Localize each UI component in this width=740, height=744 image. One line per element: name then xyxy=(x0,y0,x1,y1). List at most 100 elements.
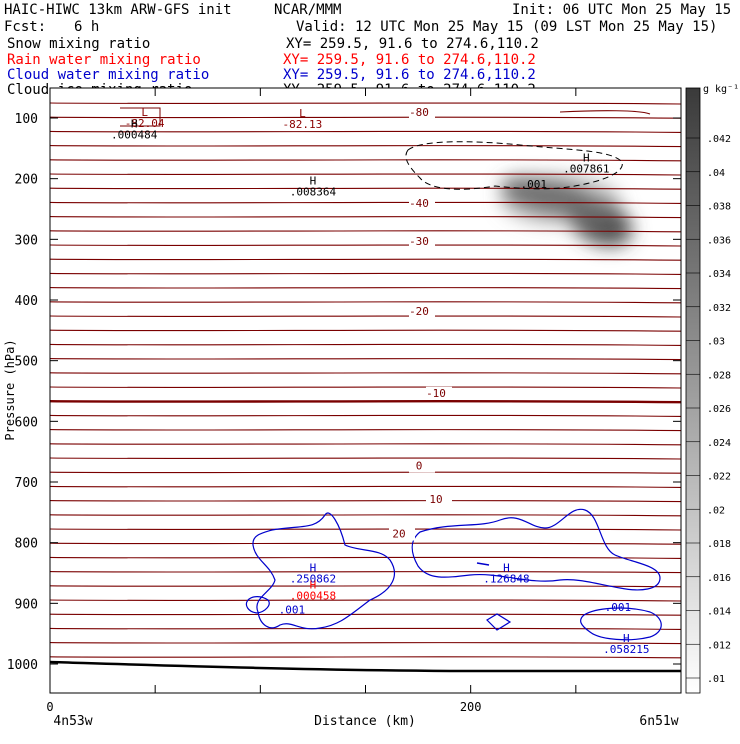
field-xy-snow: XY= 259.5, 91.6 to 274.6,110.2 xyxy=(286,36,539,52)
colorbar-tick-label: .042 xyxy=(707,134,731,145)
extremum-marker: L xyxy=(141,106,148,119)
temperature-contour-line xyxy=(49,656,682,659)
colorbar-tick-label: .016 xyxy=(707,573,731,584)
temperature-contour-line xyxy=(49,627,682,630)
temperature-contour-line xyxy=(49,145,682,148)
temperature-contour-line xyxy=(49,500,682,503)
colorbar-tick-label: .014 xyxy=(707,607,731,618)
y-tick-label: 600 xyxy=(15,415,38,430)
temperature-contour-line xyxy=(49,414,682,417)
temperature-contour-line xyxy=(49,528,682,531)
temperature-label-bg xyxy=(409,105,435,119)
extremum-value: .007861 xyxy=(563,162,609,175)
temperature-label-bg xyxy=(426,386,452,400)
colorbar-ramp xyxy=(685,87,701,694)
temperature-label-bg xyxy=(389,527,415,541)
x-left-endpoint-label: 4n53w xyxy=(53,714,92,729)
extremum-marker: H xyxy=(583,151,590,164)
temperature-contour-line xyxy=(49,102,682,105)
temperature-contour-line xyxy=(49,386,682,389)
field-name-snow: Snow mixing ratio xyxy=(7,36,150,52)
temperature-contour-line xyxy=(49,358,682,361)
cloud-water-contour-3 xyxy=(411,508,661,591)
temperature-contour-line xyxy=(49,443,682,446)
colorbar-unit: g kg⁻¹ xyxy=(703,84,739,95)
y-tick-label: 1000 xyxy=(7,658,38,673)
temperature-contour-line xyxy=(49,514,682,517)
temperature-contour-line xyxy=(49,542,682,545)
temperature-label-bg xyxy=(409,196,435,210)
extremum-value: .126848 xyxy=(483,572,529,585)
field-name-rain: Rain water mixing ratio xyxy=(7,52,201,68)
temperature-label: 0 xyxy=(416,460,423,473)
temperature-contour-line xyxy=(49,244,682,247)
extremum-value: -82.13 xyxy=(283,118,323,131)
colorbar-tick-label: .036 xyxy=(707,235,731,246)
colorbar-tick-label: .03 xyxy=(707,337,725,348)
colorbar-tick-label: .022 xyxy=(707,472,731,483)
temperature-contour-line xyxy=(49,429,682,432)
extremum-marker: H xyxy=(310,561,317,574)
temperature-label: -40 xyxy=(409,197,429,210)
org-label: NCAR/MMM xyxy=(274,2,341,18)
colorbar-tick-label: .01 xyxy=(707,674,725,685)
field-xy-cloud-water: XY= 259.5, 91.6 to 274.6,110.2 xyxy=(283,67,536,83)
temperature-label: -80 xyxy=(409,106,429,119)
temperature-contour-line xyxy=(49,599,682,602)
colorbar-tick-label: .032 xyxy=(707,303,731,314)
colorbar-tick-label: .034 xyxy=(707,269,731,280)
temperature-contour-line xyxy=(49,556,682,559)
temperature-contour-line xyxy=(49,258,682,261)
extremum-marker: H xyxy=(131,117,138,130)
temperature-contour-line xyxy=(49,471,682,474)
model-title: HAIC-HIWC 13km ARW-GFS init xyxy=(4,2,232,18)
extremum-value: .008364 xyxy=(290,185,337,198)
temperature-contour-line xyxy=(49,130,682,133)
colorbar-tick-label: .012 xyxy=(707,640,731,651)
extremum-marker: H xyxy=(310,174,317,187)
temperature-contour-line xyxy=(49,571,682,574)
y-tick-label: 200 xyxy=(15,173,38,188)
annotations: -80-40-30-20-1001020L-82.04L-82.13H.0004… xyxy=(111,106,650,656)
temperature-label: 20 xyxy=(392,528,405,541)
x-axis-label: Distance (km) xyxy=(314,714,416,729)
cloud-water-contour-1 xyxy=(252,512,395,630)
temperature-label: 10 xyxy=(429,493,442,506)
temperature-contour-line xyxy=(49,301,682,304)
extremum-marker: L xyxy=(299,107,306,120)
temperature-contour-line xyxy=(49,315,682,318)
x-tick-label: 200 xyxy=(460,700,482,714)
temperature-contour-line xyxy=(49,642,682,645)
temperature-label-bg xyxy=(409,304,435,318)
temperature-contour-line xyxy=(49,272,682,275)
temperature-contour-line xyxy=(49,613,682,616)
extremum-value: -82.04 xyxy=(125,117,165,130)
temperature-contour-line xyxy=(49,159,682,162)
field-xy-rain: XY= 259.5, 91.6 to 274.6,110.2 xyxy=(283,52,536,68)
cloud-ice-shading xyxy=(500,175,633,247)
y-tick-label: 900 xyxy=(15,597,38,612)
colorbar-tick-label: .024 xyxy=(707,438,731,449)
x-right-endpoint-label: 6n51w xyxy=(639,714,678,729)
temperature-contour-line xyxy=(49,585,682,588)
temperature-contour-line xyxy=(559,110,651,115)
y-tick-label: 100 xyxy=(15,112,38,127)
temperature-contour-line xyxy=(49,457,682,460)
temperature-label: -30 xyxy=(409,235,429,248)
y-tick-label: 800 xyxy=(15,537,38,552)
ground-line xyxy=(49,660,681,673)
extremum-value: .000484 xyxy=(111,128,158,141)
colorbar: .01 .012 .014 .016 .018 .02 .022 .024 .026 .028 .0… xyxy=(685,84,739,694)
extremum-value: .058215 xyxy=(603,643,649,656)
contour-label: .001 xyxy=(605,601,632,614)
forecast-hour: 6 h xyxy=(74,19,99,35)
field-name-cloud-water: Cloud water mixing ratio xyxy=(7,67,209,83)
y-axis-label: Pressure (hPa) xyxy=(3,339,17,440)
valid-time: Valid: 12 UTC Mon 25 May 15 (09 LST Mon … xyxy=(296,19,717,35)
temperature-label-bg xyxy=(409,235,435,249)
cloud-water-contour-2 xyxy=(245,596,270,614)
temperature-contour-line xyxy=(49,329,682,332)
temperature-contour-line xyxy=(120,107,161,127)
temperature-label: -10 xyxy=(426,387,446,400)
